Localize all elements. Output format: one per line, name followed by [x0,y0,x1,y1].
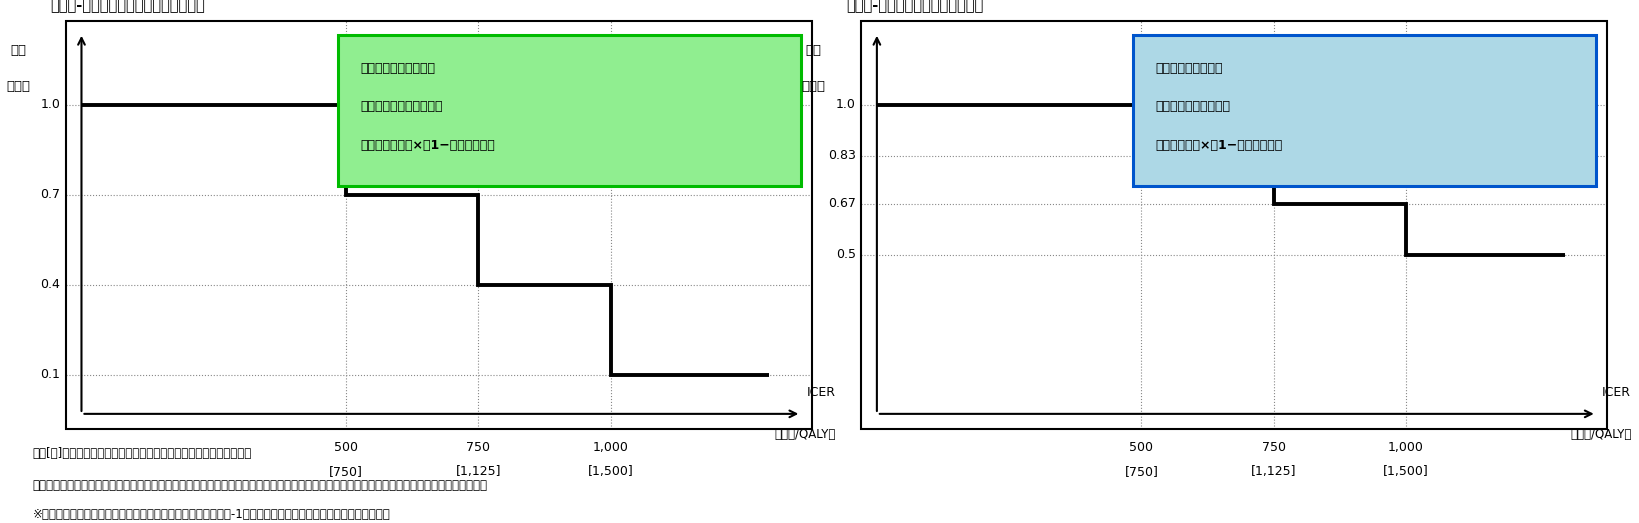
FancyBboxPatch shape [1133,35,1595,186]
Text: ＝調整前の営業利益率: ＝調整前の営業利益率 [1155,100,1229,113]
Text: －営業利益率×（1−価格調整率）: －営業利益率×（1−価格調整率） [1155,139,1282,152]
Text: 0.67: 0.67 [828,197,856,210]
Text: [750]: [750] [1124,465,1157,478]
Text: 価格: 価格 [805,44,821,58]
Text: 500: 500 [1129,441,1152,454]
Text: 1,000: 1,000 [1387,441,1423,454]
Text: ＊　[　]内は、抗がん剤など配慮が必要とされた品目における基準値: ＊ [ ]内は、抗がん剤など配慮が必要とされた品目における基準値 [33,447,252,460]
Text: 0.1: 0.1 [41,368,61,381]
Text: －有用性系加算×（1−価格調整率）: －有用性系加算×（1−価格調整率） [361,139,495,152]
Text: [1,125]: [1,125] [456,465,502,478]
Text: [750]: [750] [329,465,362,478]
Text: 0.7: 0.7 [41,188,61,201]
Text: 0.83: 0.83 [828,150,856,163]
Text: ICER: ICER [806,386,834,400]
Text: ＝調整前の有用性系加算: ＝調整前の有用性系加算 [361,100,443,113]
Text: 1,000: 1,000 [592,441,628,454]
Text: 調整率: 調整率 [801,81,824,94]
Text: 0.5: 0.5 [836,248,856,262]
Text: 750: 750 [465,441,490,454]
Text: （万円/QALY）: （万円/QALY） [774,428,836,441]
Text: ※「費用対効果評価について　骨子（案）」（中医協　費薬材-1，平成３１年２月２０日）をもとに、筆者作成: ※「費用対効果評価について 骨子（案）」（中医協 費薬材-1，平成３１年２月２０… [33,508,390,521]
Text: ICER: ICER [1601,386,1629,400]
Text: 1.0: 1.0 [41,98,61,111]
Text: 750: 750 [1260,441,1285,454]
Text: [1,500]: [1,500] [587,465,633,478]
Text: 0.4: 0.4 [41,278,61,291]
Text: （万円/QALY）: （万円/QALY） [1569,428,1631,441]
Text: 調整後の有用性系加算: 調整後の有用性系加算 [361,62,434,75]
Text: 調整率: 調整率 [7,81,30,94]
Text: ＊＊　総合的評価において配慮が必要とされた品目については、上図の価格調整率数値を表示せずに、階段方式の価格調整方法が示されている。: ＊＊ 総合的評価において配慮が必要とされた品目については、上図の価格調整率数値を… [33,479,487,492]
Text: [1,500]: [1,500] [1382,465,1428,478]
Text: 500: 500 [334,441,357,454]
Text: 1.0: 1.0 [836,98,856,111]
FancyBboxPatch shape [338,35,800,186]
Text: 調整後の営業利益率: 調整後の営業利益率 [1155,62,1223,75]
Text: 価格: 価格 [10,44,26,58]
Text: 図表３-１．有用性系加算の価格調整率: 図表３-１．有用性系加算の価格調整率 [51,0,205,13]
Text: 図表３-２．営業利益の価格調整率: 図表３-２．営業利益の価格調整率 [846,0,983,13]
Text: [1,125]: [1,125] [1251,465,1296,478]
